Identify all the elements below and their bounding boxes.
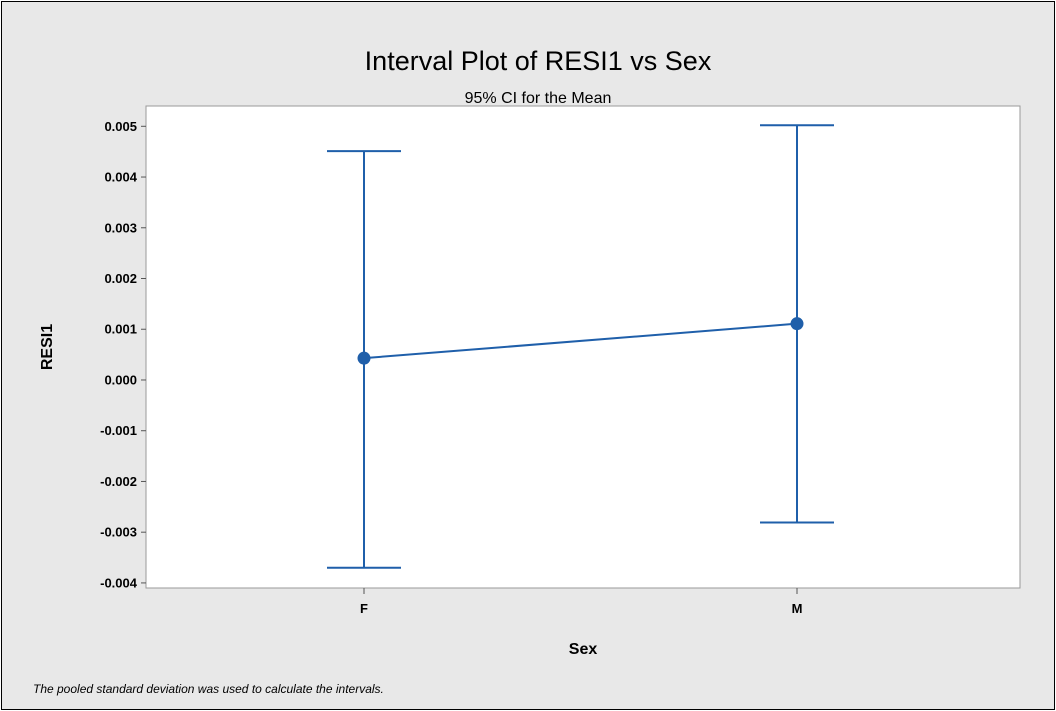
y-tick-label: -0.002 xyxy=(100,474,137,489)
series-group xyxy=(327,124,834,569)
chart-title: Interval Plot of RESI1 vs Sex xyxy=(365,46,712,76)
y-tick-label: 0.000 xyxy=(104,372,137,387)
x-tick-label: F xyxy=(360,601,368,616)
y-tick-label: 0.001 xyxy=(104,322,137,337)
x-tick-label: M xyxy=(792,601,803,616)
x-axis-label: Sex xyxy=(569,641,598,658)
y-tick-label: 0.002 xyxy=(104,271,137,286)
mean-connect-line xyxy=(363,322,798,360)
y-tick-label: -0.001 xyxy=(100,423,137,438)
y-tick-label: -0.003 xyxy=(100,525,137,540)
y-tick-label: 0.003 xyxy=(104,220,137,235)
footnote: The pooled standard deviation was used t… xyxy=(33,682,384,696)
mean-point xyxy=(357,351,371,365)
y-tick-label: 0.004 xyxy=(104,170,137,185)
y-tick-label: -0.004 xyxy=(100,575,138,590)
y-tick-label: 0.005 xyxy=(104,119,137,134)
mean-point xyxy=(790,317,804,331)
plot-area xyxy=(145,105,1021,589)
y-axis: -0.004 -0.003 -0.002 -0.001 0.000 0.001 0.002 0… xyxy=(100,106,147,590)
y-axis-label: RESI1 xyxy=(39,324,56,370)
chart-subtitle: 95% CI for the Mean xyxy=(465,90,612,107)
